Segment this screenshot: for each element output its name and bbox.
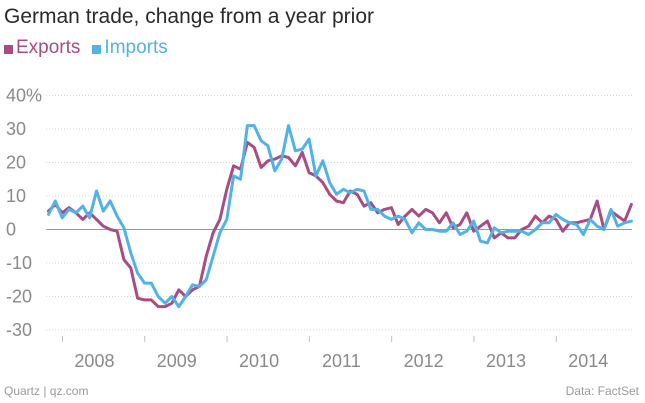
chart-title: German trade, change from a year prior <box>4 5 375 28</box>
y-axis-ticks: 40% 30 20 10 0 -10 -20 -30 <box>6 86 42 341</box>
y-tick-label: -30 <box>6 320 32 340</box>
y-tick-label: -20 <box>6 287 32 307</box>
legend-swatch-exports <box>4 44 13 54</box>
x-tick-label: 2013 <box>486 351 526 371</box>
x-tick-label: 2012 <box>404 351 444 371</box>
footer-source: Data: FactSet <box>565 384 639 398</box>
y-tick-label: 30 <box>6 119 26 139</box>
legend-item-exports: Exports <box>4 37 80 59</box>
gridlines <box>46 95 632 331</box>
footer-credit: Quartz | qz.com <box>4 384 89 398</box>
y-tick-label: 40% <box>6 86 42 106</box>
y-tick-label: 20 <box>6 153 26 173</box>
y-tick-label: -10 <box>6 253 32 273</box>
y-tick-label: 10 <box>6 186 26 206</box>
x-tick-label: 2009 <box>157 351 197 371</box>
legend-label-exports: Exports <box>16 37 81 58</box>
series-lines <box>47 124 633 309</box>
y-tick-label: 0 <box>6 220 16 240</box>
x-tick-label: 2010 <box>239 351 279 371</box>
x-tick-label: 2014 <box>568 351 608 371</box>
legend-swatch-imports <box>92 44 102 54</box>
legend: Exports Imports <box>4 37 168 59</box>
series-line-imports <box>47 124 633 309</box>
legend-item-imports: Imports <box>92 37 168 59</box>
x-tick-label: 2011 <box>322 351 361 371</box>
x-axis-ticks: 2008 2009 2010 2011 2012 2013 2014 <box>61 336 608 371</box>
series-line-exports <box>47 140 633 309</box>
x-tick-label: 2008 <box>74 351 114 371</box>
legend-label-imports: Imports <box>104 37 168 58</box>
